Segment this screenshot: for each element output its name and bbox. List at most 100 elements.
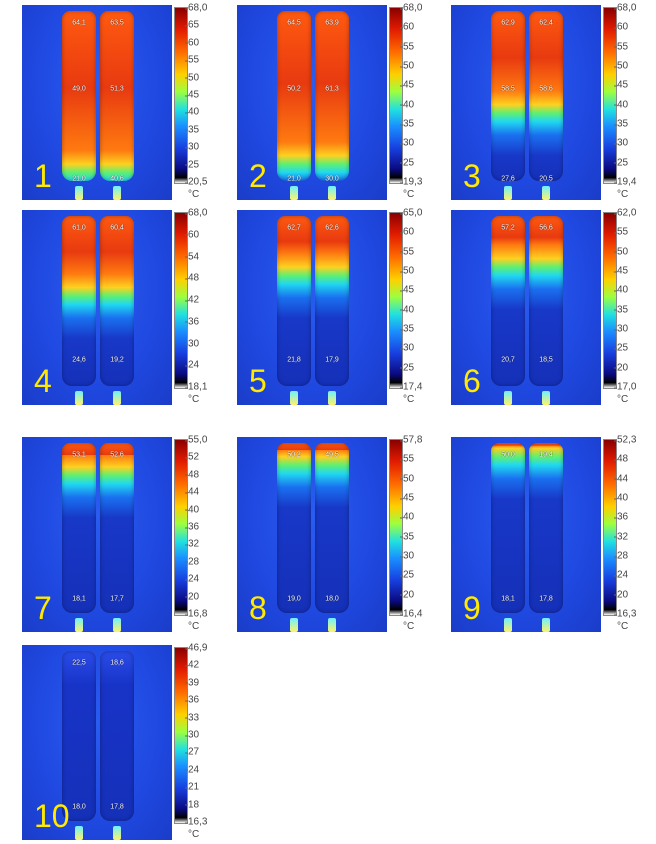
spot-temperature: 17,7 bbox=[110, 595, 124, 603]
scale-label: 50 bbox=[399, 473, 415, 485]
spot-temperature: 20,5 bbox=[539, 175, 553, 183]
tube bbox=[529, 11, 563, 181]
spot-temperature: 57,2 bbox=[501, 224, 515, 232]
scale-label: 28 bbox=[613, 550, 629, 562]
tube bbox=[277, 443, 311, 613]
scale-label: 30 bbox=[613, 137, 629, 149]
tube-base bbox=[113, 826, 121, 840]
panel-number: 3 bbox=[463, 158, 481, 194]
tube bbox=[100, 443, 134, 613]
scale-label: 42 bbox=[184, 659, 200, 671]
scale-label: 36 bbox=[184, 521, 200, 533]
scale-label: 40 bbox=[399, 99, 415, 111]
scale-label: 24 bbox=[184, 764, 200, 776]
scale-label: 20,5 bbox=[184, 176, 208, 188]
unit-label: °C bbox=[617, 621, 629, 632]
scale-label: 55 bbox=[399, 453, 415, 465]
scale-label: 28 bbox=[184, 556, 200, 568]
scale-label: 20 bbox=[184, 591, 200, 603]
tube-base bbox=[75, 826, 83, 840]
spot-temperature: 58,5 bbox=[501, 85, 515, 93]
scale-label: 48 bbox=[613, 453, 629, 465]
tube bbox=[62, 651, 96, 821]
scale-label: 44 bbox=[184, 486, 200, 498]
spot-temperature: 50,2 bbox=[287, 85, 301, 93]
scale-label: 18,1 bbox=[184, 381, 208, 393]
tube-base bbox=[290, 618, 298, 632]
scale-label: 20 bbox=[399, 589, 415, 601]
tube bbox=[491, 216, 525, 386]
spot-temperature: 18,6 bbox=[110, 659, 124, 667]
panel-number: 2 bbox=[249, 158, 267, 194]
scale-label: 52,3 bbox=[613, 434, 637, 446]
spot-temperature: 49,5 bbox=[325, 451, 339, 459]
scale-label: 27 bbox=[184, 746, 200, 758]
tube-base bbox=[75, 391, 83, 405]
scale-label: 50 bbox=[613, 60, 629, 72]
spot-temperature: 19,2 bbox=[110, 356, 124, 364]
scale-label: 45 bbox=[184, 89, 200, 101]
scale-label: 60 bbox=[399, 226, 415, 238]
thermal-panel: 50,0 19,4 18,1 17,8 9 52,3 48 44 40 36 32 28 24 20 16,… bbox=[451, 434, 656, 637]
scale-label: 40 bbox=[613, 284, 629, 296]
panel-number: 7 bbox=[34, 590, 52, 626]
tube-base bbox=[328, 186, 336, 200]
thermal-panel: 22,5 18,6 18,0 17,8 10 46,9 42 39 36 33 30 27 24 21 18… bbox=[22, 643, 232, 844]
spot-temperature: 64,5 bbox=[287, 19, 301, 27]
spot-temperature: 21,0 bbox=[287, 175, 301, 183]
tube bbox=[529, 216, 563, 386]
thermal-panel: 62,7 62,6 21,8 17,9 5 65,0 60 55 50 45 40 35 30 25 17,… bbox=[237, 207, 447, 410]
tube bbox=[277, 11, 311, 181]
unit-label: °C bbox=[188, 189, 200, 200]
spot-temperature: 64,1 bbox=[72, 19, 86, 27]
spot-temperature: 62,7 bbox=[287, 224, 301, 232]
scale-label: 65,0 bbox=[399, 207, 423, 219]
panel-number: 4 bbox=[34, 363, 52, 399]
scale-label: 42 bbox=[184, 294, 200, 306]
unit-label: °C bbox=[403, 189, 415, 200]
tube-base bbox=[542, 391, 550, 405]
spot-temperature: 50,0 bbox=[501, 451, 515, 459]
thermal-panel: 53,1 52,6 18,1 17,7 7 55,0 52 48 44 40 36 32 28 24 20 1… bbox=[22, 435, 232, 637]
scale-label: 60 bbox=[184, 229, 200, 241]
unit-label: °C bbox=[617, 394, 629, 405]
scale-label: 54 bbox=[184, 251, 200, 262]
scale-label: 44 bbox=[613, 473, 629, 485]
spot-temperature: 49,0 bbox=[72, 85, 86, 93]
tube-base bbox=[75, 186, 83, 200]
scale-label: 19,4 bbox=[613, 176, 637, 188]
scale-label: 35 bbox=[399, 531, 415, 543]
spot-temperature: 63,5 bbox=[110, 19, 124, 27]
scale-label: 25 bbox=[184, 159, 200, 171]
thermal-image: 50,2 49,5 19,0 18,0 8 bbox=[237, 437, 387, 632]
spot-temperature: 27,6 bbox=[501, 175, 515, 183]
spot-temperature: 62,4 bbox=[539, 19, 553, 27]
scale-label: 40 bbox=[399, 511, 415, 523]
tube-base bbox=[542, 618, 550, 632]
spot-temperature: 21,0 bbox=[72, 175, 86, 183]
scale-label: 45 bbox=[613, 79, 629, 91]
unit-label: °C bbox=[188, 394, 200, 405]
scale-label: 57,8 bbox=[399, 434, 423, 446]
scale-label: 55 bbox=[399, 41, 415, 53]
tube bbox=[315, 11, 349, 181]
spot-temperature: 21,8 bbox=[287, 356, 301, 364]
scale-label: 25 bbox=[613, 342, 629, 354]
unit-label: °C bbox=[617, 189, 629, 200]
tube-base bbox=[75, 618, 83, 632]
spot-temperature: 61,3 bbox=[325, 85, 339, 93]
spot-temperature: 18,5 bbox=[539, 356, 553, 364]
tube bbox=[491, 11, 525, 181]
scale-label: 45 bbox=[399, 79, 415, 91]
scale-label: 25 bbox=[399, 569, 415, 581]
spot-temperature: 52,6 bbox=[110, 451, 124, 459]
thermal-panel: 57,2 56,6 20,7 18,5 6 62,0 55 50 45 40 35 30 25 20 17,… bbox=[451, 208, 656, 410]
scale-label: 40 bbox=[399, 304, 415, 316]
tube bbox=[62, 11, 96, 181]
scale-label: 20 bbox=[613, 589, 629, 601]
scale-label: 24 bbox=[184, 573, 200, 585]
panel-number: 5 bbox=[249, 363, 267, 399]
thermal-image: 50,0 19,4 18,1 17,8 9 bbox=[451, 437, 601, 632]
scale-label: 52 bbox=[184, 451, 200, 463]
